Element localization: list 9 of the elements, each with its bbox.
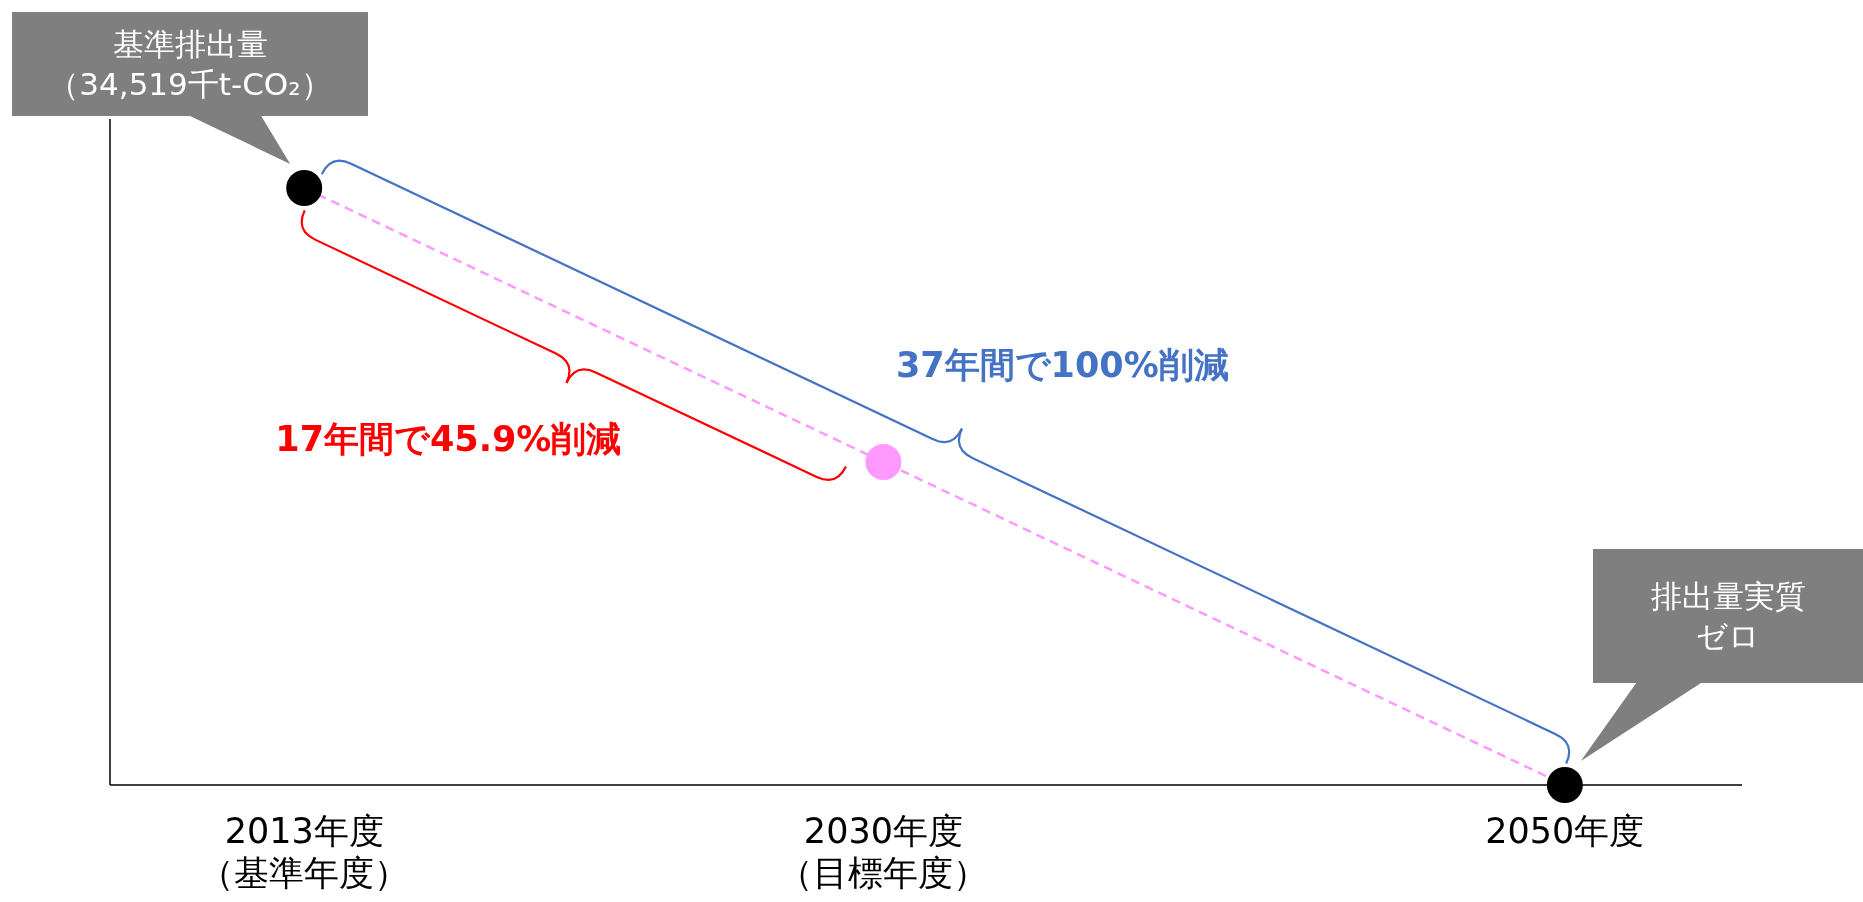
x-tick-label: 2013年度（基準年度） (199, 811, 410, 893)
x-tick-label: 2030年度（目標年度） (778, 811, 989, 893)
x-tick-label: 2050年度 (1485, 811, 1645, 851)
annotation: 基準排出量（34,519千t-CO₂） (48, 26, 332, 102)
annotation: 37年間で100%削減 (895, 344, 1229, 385)
callout: 排出量実質ゼロ (1580, 549, 1863, 761)
annotation: 17年間で45.9%削減 (275, 418, 622, 459)
annotation: 排出量実質ゼロ (1650, 578, 1806, 654)
callout: 基準排出量（34,519千t-CO₂） (12, 12, 368, 164)
